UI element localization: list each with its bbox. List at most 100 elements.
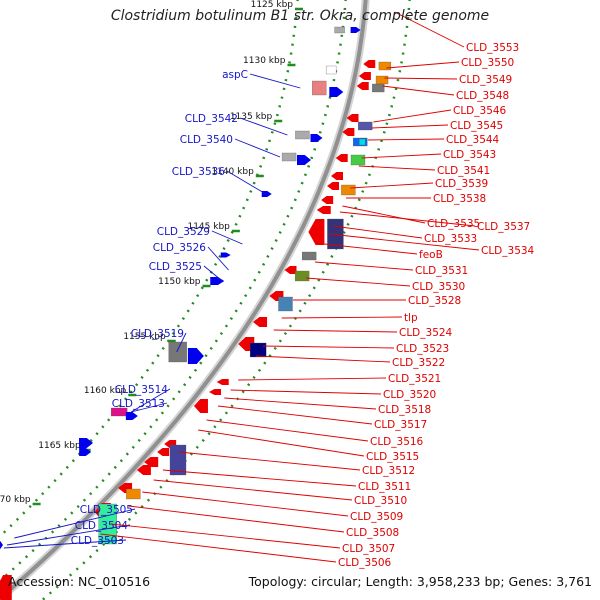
right-leader-line	[153, 479, 353, 501]
gene-block	[312, 80, 327, 96]
right-gene-label: CLD_3521	[388, 373, 441, 385]
right-gene-label: CLD_3524	[399, 327, 453, 339]
right-gene-label: CLD_3528	[408, 295, 461, 307]
gene-minus-arrow	[0, 575, 12, 600]
gene-plus-arrow	[350, 27, 361, 33]
right-gene-label: CLD_3543	[443, 149, 496, 161]
right-gene-label: CLD_3511	[358, 481, 411, 493]
gene-block	[378, 61, 392, 71]
guide-track-2	[40, 0, 411, 600]
gene-minus-arrow	[327, 182, 340, 190]
scale-label: 1140 kbp	[211, 167, 254, 177]
genome-summary: Topology: circular; Length: 3,958,233 bp…	[248, 574, 592, 589]
gene-minus-arrow	[216, 379, 229, 385]
scale-label: 1130 kbp	[243, 56, 286, 66]
gene-block	[325, 65, 337, 75]
right-leader-line	[217, 405, 373, 425]
right-gene-label: CLD_3541	[437, 165, 490, 177]
right-gene-label: CLD_3530	[412, 281, 465, 293]
gene-block	[294, 270, 310, 282]
right-leader-line	[305, 277, 411, 287]
scale-label: 1170 kbp	[0, 495, 31, 505]
right-leader-line	[314, 261, 414, 271]
gene-block	[126, 488, 141, 500]
right-leader-line	[128, 505, 345, 533]
gene-plus-arrow	[79, 438, 94, 448]
right-gene-label: CLD_3517	[374, 419, 427, 431]
right-gene-label: CLD_3549	[459, 74, 512, 86]
right-leader-line	[350, 182, 434, 189]
left-leader-line	[131, 402, 168, 413]
right-leader-line	[110, 523, 341, 549]
right-gene-label: CLD_3523	[396, 343, 449, 355]
left-leader-line	[130, 388, 171, 413]
map-title: Clostridium botulinum B1 str. Okra, comp…	[110, 8, 490, 24]
left-gene-label: CLD_3536	[172, 166, 226, 178]
right-gene-label: CLD_3522	[392, 357, 445, 369]
gene-minus-arrow	[335, 154, 348, 162]
backbone	[0, 0, 368, 600]
right-leader-line	[358, 165, 436, 171]
right-leader-line	[386, 61, 460, 69]
gene-minus-arrow	[321, 196, 334, 204]
right-leader-line	[273, 329, 398, 333]
right-gene-label: CLD_3545	[450, 120, 503, 132]
gene-minus-arrow	[316, 206, 331, 214]
right-leader-line	[230, 389, 382, 395]
left-gene-label: CLD_3542	[185, 113, 238, 125]
right-gene-label: CLD_3537	[477, 221, 530, 233]
right-leader-line	[238, 377, 387, 381]
right-leader-line	[333, 225, 423, 239]
right-leader-line	[382, 85, 455, 96]
left-leader-line	[3, 539, 127, 549]
gene-plus-arrow	[310, 134, 323, 142]
left-leader-line	[14, 508, 136, 539]
left-gene-label: CLD_3525	[149, 261, 202, 273]
gene-block	[334, 26, 345, 34]
right-gene-label: CLD_3534	[481, 245, 535, 257]
right-gene-label: CLD_3548	[456, 90, 509, 102]
left-leader-line	[249, 73, 301, 89]
right-gene-label: CLD_3520	[383, 389, 436, 401]
gene-plus-arrow	[187, 348, 204, 364]
gene-minus-arrow	[331, 172, 344, 180]
right-leader-line	[100, 533, 337, 563]
left-gene-label: CLD_3503	[71, 535, 124, 547]
left-gene-label: CLD_3505	[80, 504, 133, 516]
gene-block	[341, 184, 356, 196]
gene-block	[359, 138, 366, 146]
right-gene-label: CLD_3508	[346, 527, 399, 539]
gene-block	[281, 152, 297, 162]
right-gene-label: tlp	[404, 312, 418, 324]
scale-label: 1135 kbp	[230, 112, 273, 122]
left-leader-line	[211, 230, 243, 245]
right-gene-label: CLD_3506	[338, 557, 392, 569]
gene-minus-arrow	[346, 114, 359, 122]
accession-text: Accession: NC_010516	[8, 574, 151, 589]
gene-plus-arrow	[0, 540, 3, 550]
right-gene-label: CLD_3512	[362, 465, 415, 477]
gene-minus-arrow	[209, 389, 222, 395]
gene-minus-arrow	[253, 317, 268, 327]
right-gene-label: CLD_3544	[446, 134, 500, 146]
right-gene-label: CLD_3550	[461, 57, 514, 69]
left-leader-line	[234, 138, 281, 158]
gene-plus-arrow	[79, 448, 92, 456]
right-gene-label: CLD_3553	[466, 42, 519, 54]
right-gene-label: CLD_3518	[378, 404, 431, 416]
left-gene-label: CLD_3519	[131, 328, 184, 340]
left-gene-label: CLD_3526	[153, 242, 207, 254]
gene-plus-arrow	[125, 412, 138, 420]
right-leader-line	[329, 233, 480, 251]
right-leader-line	[367, 138, 445, 141]
gene-block	[350, 154, 366, 166]
right-leader-line	[342, 205, 426, 224]
right-leader-line	[339, 211, 476, 227]
right-leader-line	[206, 419, 369, 442]
left-gene-label: CLD_3504	[75, 520, 129, 532]
gene-block	[301, 251, 317, 261]
gene-block	[295, 130, 310, 140]
gene-minus-arrow	[136, 465, 151, 475]
left-leader-line	[203, 265, 223, 282]
